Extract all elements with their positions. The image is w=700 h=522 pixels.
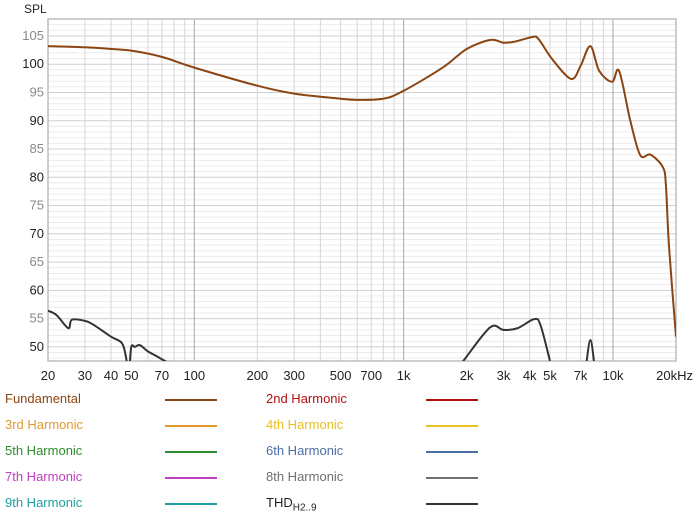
y-tick-label: 90 [30, 113, 44, 128]
y-tick-label: 105 [22, 28, 44, 43]
x-tick-label: 10k [603, 368, 624, 383]
legend-label: 5th Harmonic [5, 443, 83, 458]
legend-label: 4th Harmonic [266, 417, 344, 432]
x-tick-label: 40 [104, 368, 118, 383]
plot-frame [47, 18, 677, 362]
legend-label: 3rd Harmonic [5, 417, 84, 432]
x-tick-label: 300 [283, 368, 305, 383]
x-tick-label: 4k [523, 368, 537, 383]
x-tick-label: 70 [155, 368, 169, 383]
y-tick-label: 60 [30, 282, 44, 297]
x-tick-label: 20kHz [656, 368, 693, 383]
x-tick-label: 7k [574, 368, 588, 383]
legend-swatch [165, 399, 217, 401]
series-line-thd [48, 309, 128, 361]
x-tick-label: 50 [124, 368, 138, 383]
y-tick-label: 50 [30, 339, 44, 354]
x-tick-label: 100 [183, 368, 205, 383]
y-tick-label: 80 [30, 169, 44, 184]
legend-label: Fundamental [5, 391, 81, 406]
series-line-thd [585, 339, 595, 361]
series-line-thd [462, 317, 551, 361]
legend-swatch [426, 451, 478, 453]
legend-swatch [426, 399, 478, 401]
x-tick-label: 500 [330, 368, 352, 383]
legend-swatch [165, 477, 217, 479]
legend-swatch [165, 503, 217, 505]
y-tick-label: 65 [30, 254, 44, 269]
y-axis-label: SPL [24, 2, 47, 16]
y-tick-label: 85 [30, 141, 44, 156]
x-tick-label: 30 [78, 368, 92, 383]
x-tick-label: 700 [360, 368, 382, 383]
y-tick-label: 55 [30, 311, 44, 326]
legend-swatch [165, 451, 217, 453]
x-tick-label: 2k [460, 368, 474, 383]
legend-label: 9th Harmonic [5, 495, 83, 510]
legend-label: 7th Harmonic [5, 469, 83, 484]
y-tick-label: 75 [30, 198, 44, 213]
legend-label: THDH2..9 [266, 495, 317, 514]
series-line-fundamental [48, 35, 676, 337]
series-line-thd [128, 344, 168, 361]
legend-label: 6th Harmonic [266, 443, 344, 458]
chart: 105 100 95 90 85 80 75 70 65 60 55 50 20 30 40 50 70 100 2… [22, 2, 693, 383]
x-tick-label: 3k [497, 368, 511, 383]
x-tick-label: 5k [543, 368, 557, 383]
y-tick-label: 100 [22, 56, 44, 71]
y-tick-label: 70 [30, 226, 44, 241]
legend-swatch [426, 425, 478, 427]
y-tick-label: 95 [30, 84, 44, 99]
x-tick-label: 200 [246, 368, 268, 383]
legend-label: 8th Harmonic [266, 469, 344, 484]
legend-swatch [165, 425, 217, 427]
x-tick-label: 20 [41, 368, 55, 383]
legend-swatch [426, 477, 478, 479]
legend-swatch [426, 503, 478, 505]
x-tick-label: 1k [397, 368, 411, 383]
legend-label: 2nd Harmonic [266, 391, 347, 406]
